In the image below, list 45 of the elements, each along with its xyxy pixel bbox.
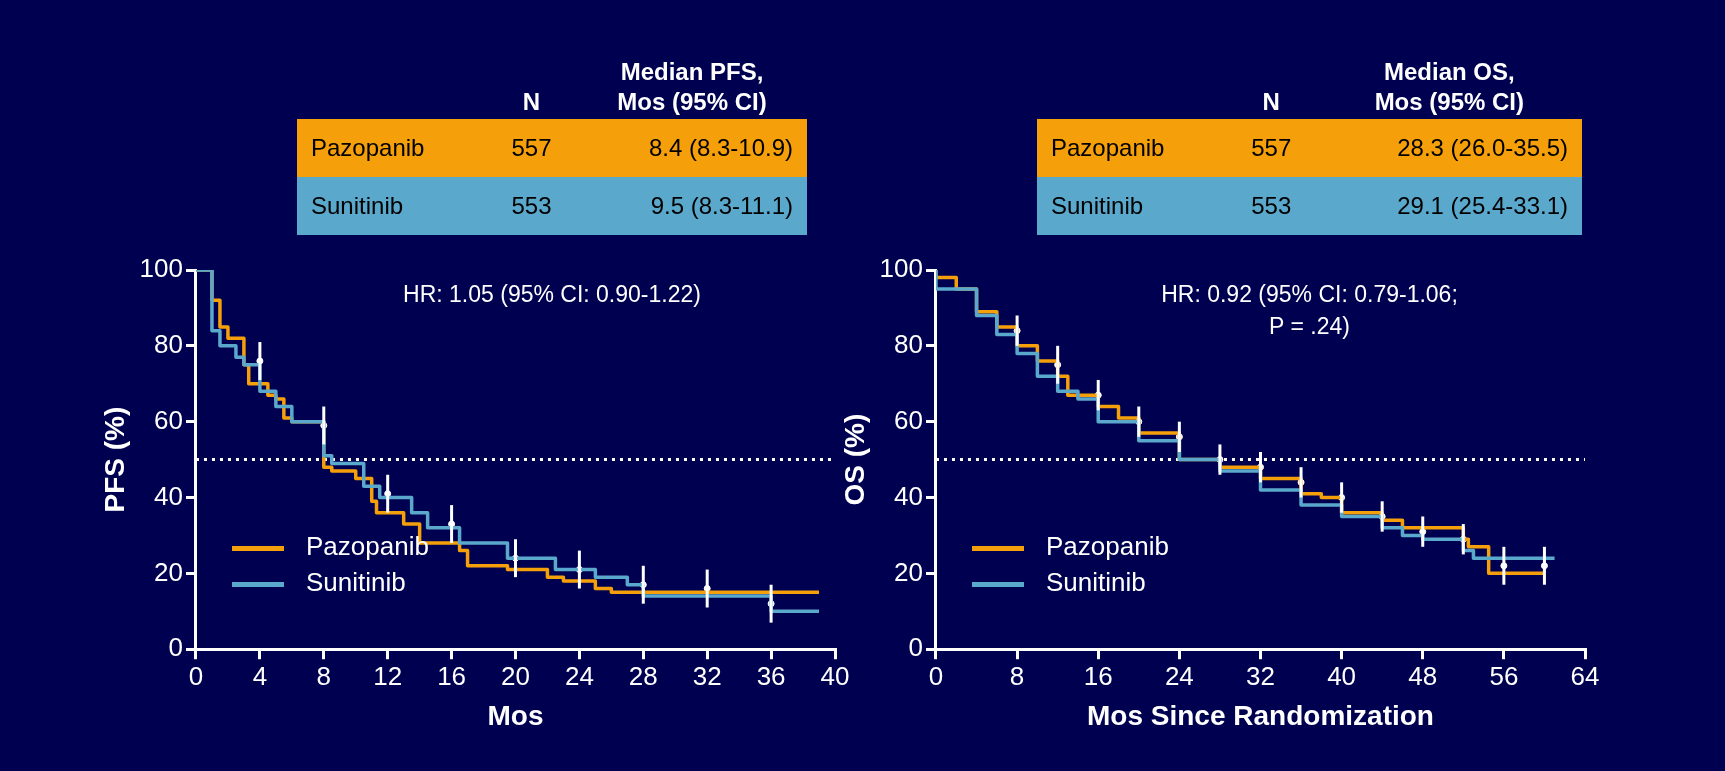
y-tick-label: 100: [879, 253, 923, 284]
x-tick-label: 16: [437, 660, 467, 691]
y-tick-label: 60: [894, 404, 923, 435]
x-tick-label: 32: [1246, 660, 1275, 691]
y-axis-title: PFS (%): [98, 406, 130, 513]
y-tick-label: 0: [908, 632, 923, 663]
y-tick-label: 0: [168, 632, 183, 663]
y-tick-label: 80: [154, 329, 183, 360]
y-tick-label: 80: [894, 329, 923, 360]
x-tick-label: 24: [1164, 660, 1194, 691]
x-tick-label: 8: [316, 660, 332, 691]
y-tick-label: 60: [154, 404, 183, 435]
median-table: N Median PFS, Mos (95% CI) Pazopanib 557 8.4 (8.3-10.9) Sunitinib 553 9.5 (8.3-11.1): [297, 55, 807, 235]
x-tick-label: 36: [756, 660, 786, 691]
y-tick-label: 100: [139, 253, 183, 284]
y-axis-title: OS (%): [838, 413, 870, 506]
x-tick-label: 48: [1408, 660, 1438, 691]
x-axis-title: Mos: [487, 699, 544, 731]
x-tick-label: 24: [564, 660, 594, 691]
legend-label: Pazopanib: [1045, 530, 1169, 563]
x-tick-label: 40: [820, 660, 850, 691]
x-tick-label: 0: [188, 660, 204, 691]
legend-label: Sunitinib: [1045, 566, 1147, 599]
y-tick-label: 20: [154, 556, 183, 587]
legend-label: Pazopanib: [305, 530, 429, 563]
median-table: N Median OS, Mos (95% CI) Pazopanib 557 28.3 (26.0-35.5) Sunitinib 553 29.1 (25.4-33.1): [1037, 55, 1582, 235]
x-tick-label: 20: [501, 660, 530, 691]
x-tick-label: 64: [1570, 660, 1600, 691]
annotation: HR: 1.05 (95% CI: 0.90-1.22): [402, 280, 702, 309]
x-tick-label: 12: [373, 660, 403, 691]
x-tick-label: 8: [1009, 660, 1025, 691]
annotation: HR: 0.92 (95% CI: 0.79-1.06;: [1161, 281, 1458, 307]
x-tick-label: 0: [928, 660, 944, 691]
legend-label: Sunitinib: [305, 566, 407, 599]
x-axis-title: Mos Since Randomization: [1087, 699, 1434, 731]
x-tick-label: 32: [692, 660, 722, 691]
x-tick-label: 56: [1489, 660, 1519, 691]
y-tick-label: 40: [154, 480, 183, 511]
x-tick-label: 40: [1327, 660, 1357, 691]
x-tick-label: 4: [252, 660, 268, 691]
x-tick-label: 28: [628, 660, 658, 691]
x-tick-label: 16: [1083, 660, 1113, 691]
annotation: P = .24): [1269, 313, 1350, 339]
y-tick-label: 20: [894, 556, 923, 587]
y-tick-label: 40: [894, 480, 923, 511]
